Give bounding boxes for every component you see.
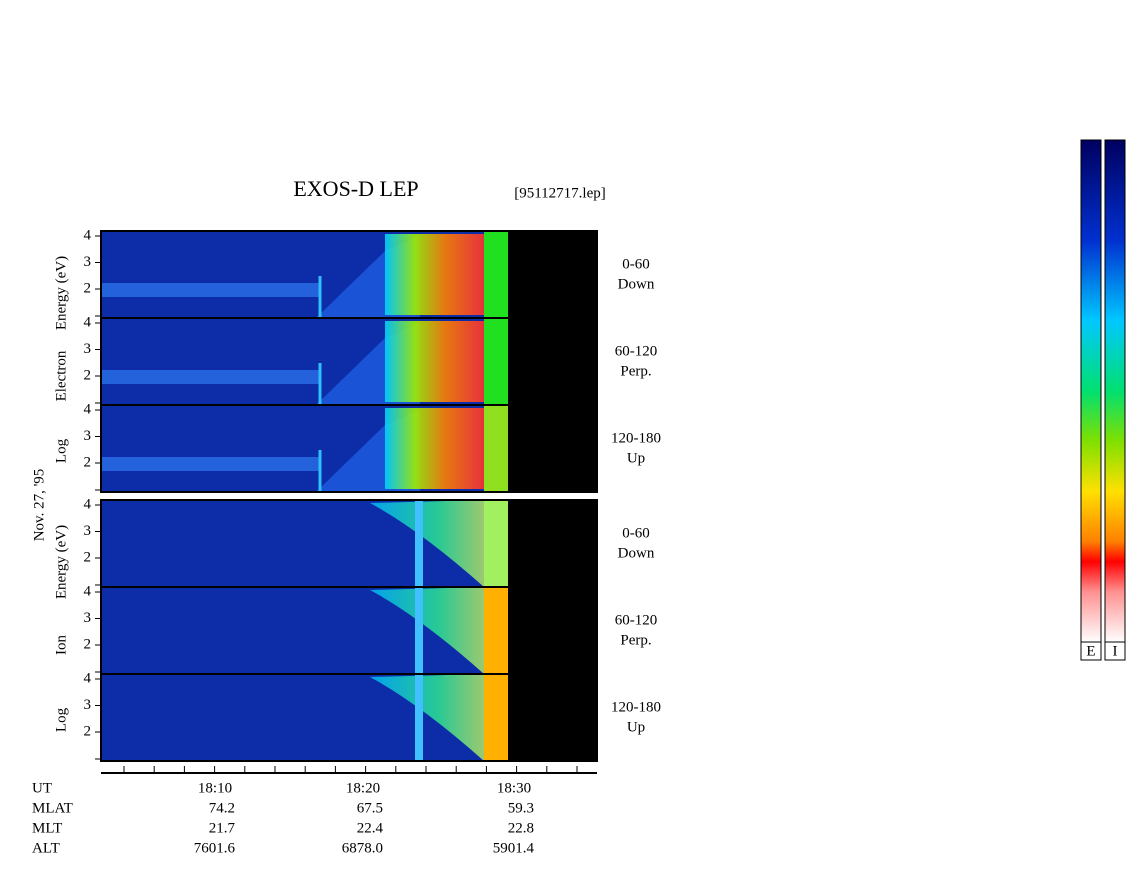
y-axis-label: Energy (eV)	[53, 256, 69, 330]
y-axis-label: Electron	[53, 350, 69, 401]
y-tick-label: 3	[84, 254, 92, 270]
panel-direction: Down	[618, 276, 655, 292]
spectrogram-region	[415, 674, 423, 761]
spectrogram-band	[101, 283, 321, 297]
y-tick-label: 4	[84, 583, 92, 599]
panel-range: 120-180	[611, 699, 661, 715]
spectrogram-region	[415, 587, 423, 674]
ephemeris-label: UT	[32, 780, 52, 796]
y-tick-label: 4	[84, 670, 92, 686]
spectrogram-region	[484, 674, 508, 761]
y-tick-label: 3	[84, 610, 92, 626]
colorbar-label: E	[1086, 643, 1095, 659]
y-tick-label: 3	[84, 697, 92, 713]
ephemeris-value: 22.8	[508, 820, 534, 836]
spectrogram-region	[484, 500, 508, 587]
colorbar	[1104, 139, 1126, 643]
file-name: [95112717.lep]	[514, 185, 606, 201]
colorbar-label-box	[1080, 641, 1102, 661]
ephemeris-value: 67.5	[357, 800, 383, 816]
y-axis-label: Energy (eV)	[53, 525, 69, 599]
ephemeris-value: 22.4	[357, 820, 384, 836]
panel-frame	[100, 404, 598, 493]
x-tick-label: 18:10	[198, 780, 232, 796]
colorbar	[1080, 139, 1102, 643]
y-tick-label: 3	[84, 428, 92, 444]
ephemeris-value: 74.2	[209, 800, 235, 816]
ephemeris-label: ALT	[32, 840, 60, 856]
y-tick-label: 3	[84, 523, 92, 539]
spectrogram-region	[484, 405, 508, 492]
spectrogram-region	[370, 587, 484, 674]
y-tick-label: 2	[84, 549, 92, 565]
ephemeris-value: 5901.4	[493, 840, 535, 856]
title: EXOS-D LEP	[293, 176, 418, 201]
panel-range: 0-60	[622, 256, 650, 272]
panel-direction: Up	[627, 450, 645, 466]
x-tick-label: 18:30	[497, 780, 531, 796]
no-data	[508, 405, 597, 492]
y-tick-label: 2	[84, 367, 92, 383]
y-axis-label: Log	[53, 707, 69, 732]
no-data	[508, 318, 597, 405]
colorbar-label: I	[1113, 643, 1118, 659]
panel-direction: Perp.	[620, 363, 651, 379]
y-tick-label: 2	[84, 636, 92, 652]
spectrogram-region	[370, 500, 484, 587]
ephemeris-value: 7601.6	[194, 840, 236, 856]
y-tick-label: 2	[84, 280, 92, 296]
y-tick-label: 4	[84, 401, 92, 417]
panel-direction: Down	[618, 545, 655, 561]
colorbar-label-box	[1104, 641, 1126, 661]
ephemeris-value: 21.7	[209, 820, 236, 836]
no-data	[508, 500, 597, 587]
ephemeris-label: MLT	[32, 820, 62, 836]
spectrogram-region	[484, 231, 508, 318]
y-tick-label: 4	[84, 496, 92, 512]
no-data	[508, 674, 597, 761]
spectrogram-band	[101, 457, 321, 471]
panel-range: 60-120	[615, 343, 658, 359]
panel-range: 0-60	[622, 525, 650, 541]
y-tick-label: 4	[84, 314, 92, 330]
ephemeris-value: 6878.0	[342, 840, 383, 856]
panel-direction: Up	[627, 719, 645, 735]
no-data	[508, 231, 597, 318]
panel-frame	[100, 673, 598, 762]
panel-range: 120-180	[611, 430, 661, 446]
y-tick-label: 2	[84, 454, 92, 470]
spectrogram-region	[484, 587, 508, 674]
spectrogram-region	[385, 234, 485, 315]
x-tick-label: 18:20	[346, 780, 380, 796]
y-tick-label: 2	[84, 723, 92, 739]
panel-direction: Perp.	[620, 632, 651, 648]
colorbars: E I	[1080, 139, 1126, 661]
panel-range: 60-120	[615, 612, 658, 628]
y-tick-label: 3	[84, 341, 92, 357]
spectrogram-region	[370, 674, 484, 761]
spectrogram-region	[385, 408, 485, 489]
spectrogram-region	[484, 318, 508, 405]
spectrogram-region	[385, 321, 485, 402]
no-data	[508, 587, 597, 674]
spectrogram-band	[101, 370, 321, 384]
y-axis-label: Log	[53, 438, 69, 463]
y-tick-label: 4	[84, 227, 92, 243]
spectrogram-region	[415, 500, 423, 587]
y-axis-label: Ion	[53, 635, 69, 655]
ephemeris-label: MLAT	[32, 800, 73, 816]
ephemeris-value: 59.3	[508, 800, 534, 816]
date: Nov. 27, '95	[31, 469, 47, 542]
